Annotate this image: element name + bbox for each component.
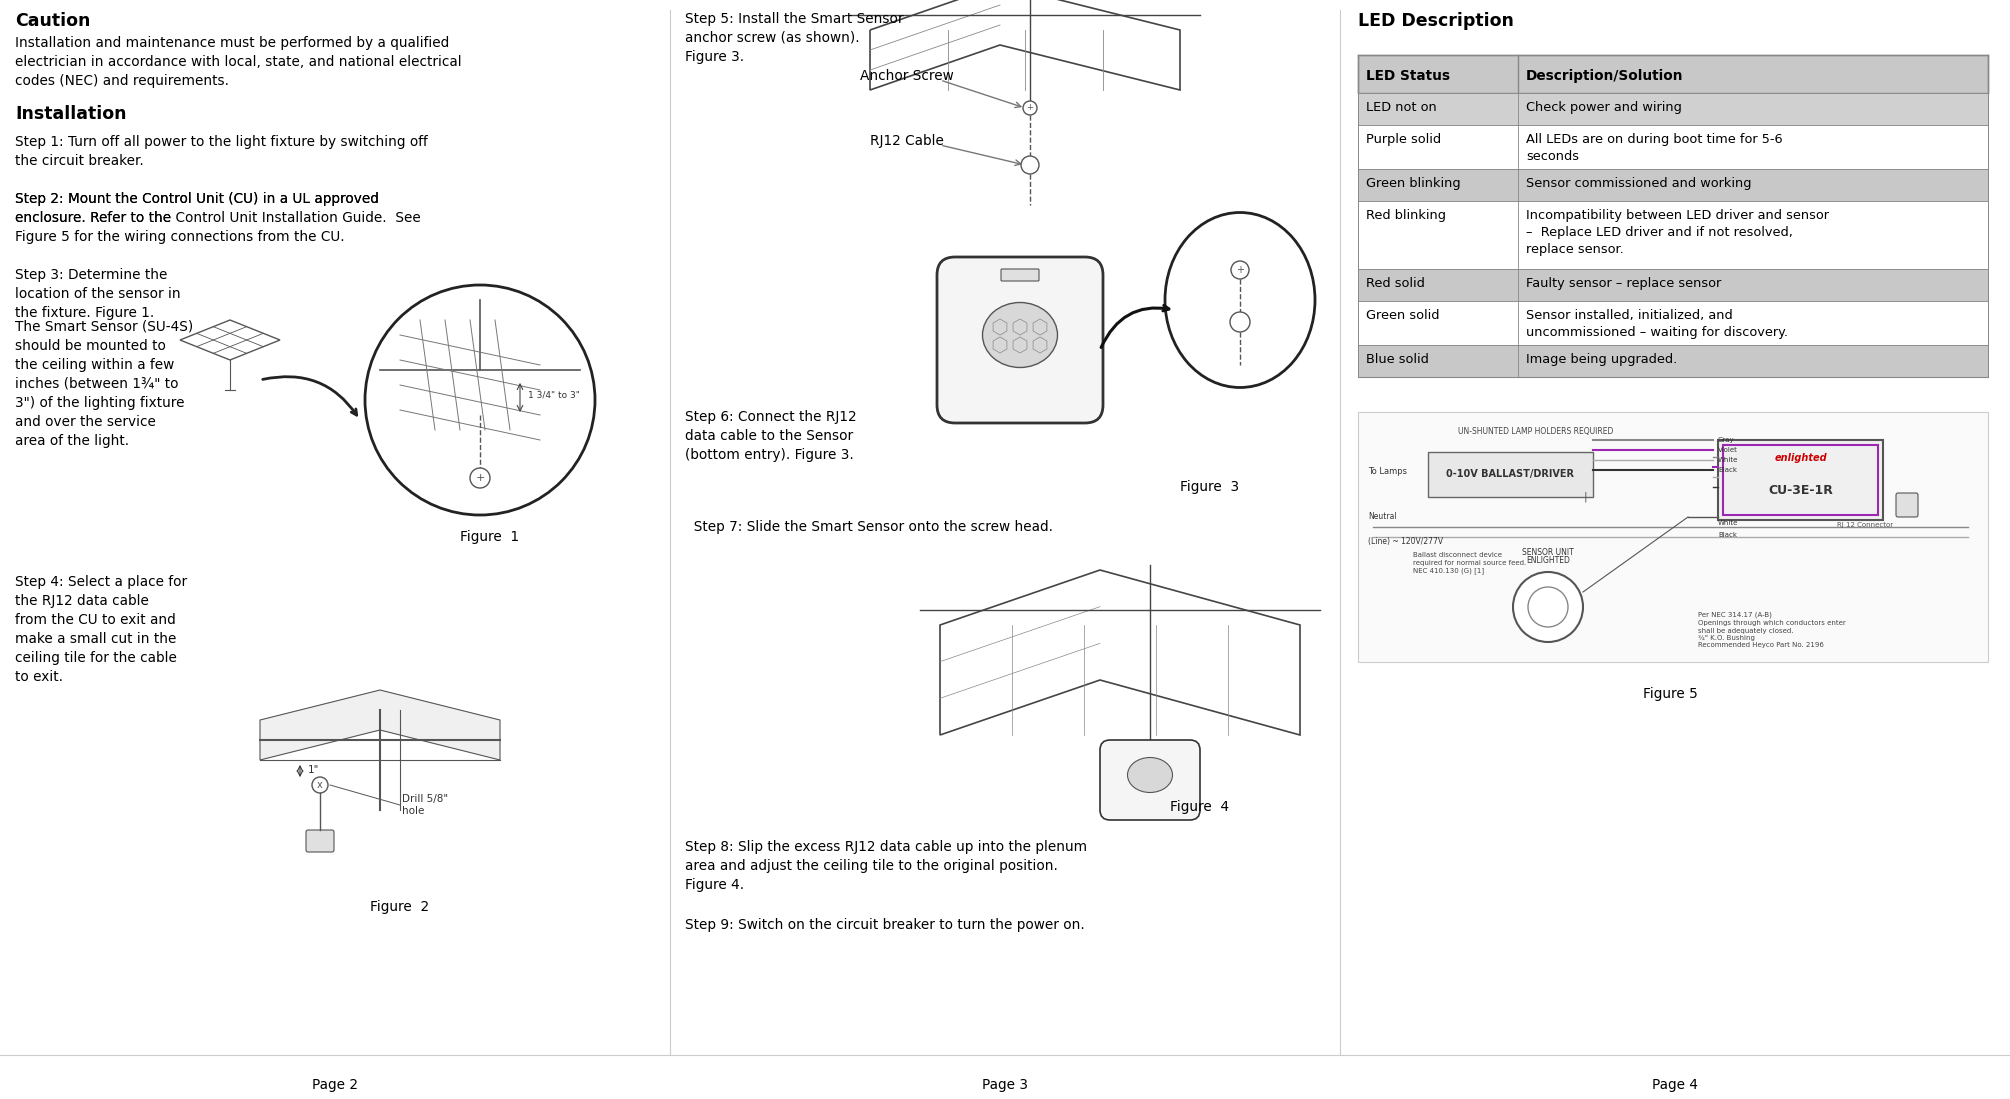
Text: Figure  3: Figure 3 xyxy=(1180,480,1238,493)
Circle shape xyxy=(1021,156,1039,174)
Text: Page 4: Page 4 xyxy=(1652,1078,1698,1092)
Text: +: + xyxy=(1027,103,1033,112)
Text: Installation: Installation xyxy=(14,106,127,123)
Text: CU-3E-1R: CU-3E-1R xyxy=(1769,484,1833,497)
Text: Figure 5: Figure 5 xyxy=(1642,687,1698,701)
Text: Step 1: Turn off all power to the light fixture by switching off
the circuit bre: Step 1: Turn off all power to the light … xyxy=(14,135,428,168)
Text: LED not on: LED not on xyxy=(1367,101,1437,114)
Text: RJ12 Cable: RJ12 Cable xyxy=(870,134,945,148)
Text: +: + xyxy=(1236,265,1244,275)
Text: LED Description: LED Description xyxy=(1359,12,1514,30)
Ellipse shape xyxy=(1128,757,1172,792)
Circle shape xyxy=(1023,101,1037,115)
Text: Purple solid: Purple solid xyxy=(1367,133,1441,146)
Text: Gray: Gray xyxy=(1719,437,1735,443)
Text: LED Status: LED Status xyxy=(1367,69,1449,84)
Text: The Smart Sensor (SU-4S)
should be mounted to
the ceiling within a few
inches (b: The Smart Sensor (SU-4S) should be mount… xyxy=(14,320,193,447)
Text: Faulty sensor – replace sensor: Faulty sensor – replace sensor xyxy=(1526,277,1721,290)
Text: x: x xyxy=(318,780,324,790)
Text: RJ 12 Connector: RJ 12 Connector xyxy=(1837,522,1893,528)
Text: White: White xyxy=(1719,520,1739,526)
FancyBboxPatch shape xyxy=(1099,740,1200,820)
Text: Page 2: Page 2 xyxy=(312,1078,358,1092)
Text: SENSOR UNIT: SENSOR UNIT xyxy=(1522,548,1574,557)
FancyBboxPatch shape xyxy=(1359,169,1988,201)
Text: Page 3: Page 3 xyxy=(983,1078,1027,1092)
Text: ENLIGHTED: ENLIGHTED xyxy=(1526,556,1570,565)
Text: enlighted: enlighted xyxy=(1775,453,1827,463)
Text: Incompatibility between LED driver and sensor
–  Replace LED driver and if not r: Incompatibility between LED driver and s… xyxy=(1526,209,1829,256)
Text: Black: Black xyxy=(1719,467,1737,473)
FancyBboxPatch shape xyxy=(1359,93,1988,125)
Text: Red solid: Red solid xyxy=(1367,277,1425,290)
Text: Step 5: Install the Smart Sensor
anchor screw (as shown).
Figure 3.: Step 5: Install the Smart Sensor anchor … xyxy=(685,12,904,64)
Text: Check power and wiring: Check power and wiring xyxy=(1526,101,1682,114)
FancyBboxPatch shape xyxy=(306,830,334,852)
FancyBboxPatch shape xyxy=(1001,269,1039,281)
Circle shape xyxy=(1514,571,1584,642)
FancyBboxPatch shape xyxy=(1719,440,1883,520)
Circle shape xyxy=(312,777,328,793)
FancyBboxPatch shape xyxy=(1359,125,1988,169)
Text: 0-10V BALLAST/DRIVER: 0-10V BALLAST/DRIVER xyxy=(1447,469,1574,479)
Text: Violet: Violet xyxy=(1719,447,1739,453)
Text: Sensor installed, initialized, and
uncommissioned – waiting for discovery.: Sensor installed, initialized, and uncom… xyxy=(1526,309,1789,338)
Text: Step 2: Mount the Control Unit (CU) in a UL approved
enclosure. Refer to the Con: Step 2: Mount the Control Unit (CU) in a… xyxy=(14,192,420,244)
Circle shape xyxy=(1230,312,1250,332)
Circle shape xyxy=(1230,260,1248,279)
FancyBboxPatch shape xyxy=(1359,201,1988,269)
Text: +: + xyxy=(474,473,484,482)
Text: Red blinking: Red blinking xyxy=(1367,209,1445,222)
FancyBboxPatch shape xyxy=(1427,452,1594,497)
FancyBboxPatch shape xyxy=(1359,345,1988,377)
Text: Image being upgraded.: Image being upgraded. xyxy=(1526,353,1676,366)
Text: Drill 5/8"
hole: Drill 5/8" hole xyxy=(402,795,448,815)
Text: Step 9: Switch on the circuit breaker to turn the power on.: Step 9: Switch on the circuit breaker to… xyxy=(685,918,1085,932)
Text: Figure  1: Figure 1 xyxy=(460,530,519,544)
Circle shape xyxy=(366,285,595,515)
Text: Step 4: Select a place for
the RJ12 data cable
from the CU to exit and
make a sm: Step 4: Select a place for the RJ12 data… xyxy=(14,575,187,684)
Text: White: White xyxy=(1719,457,1739,463)
Circle shape xyxy=(470,468,490,488)
Text: All LEDs are on during boot time for 5-6
seconds: All LEDs are on during boot time for 5-6… xyxy=(1526,133,1783,163)
FancyBboxPatch shape xyxy=(1895,493,1918,517)
Text: Green blinking: Green blinking xyxy=(1367,177,1461,190)
Text: Green solid: Green solid xyxy=(1367,309,1439,322)
Text: Description/Solution: Description/Solution xyxy=(1526,69,1684,84)
FancyBboxPatch shape xyxy=(1359,301,1988,345)
Text: Installation and maintenance must be performed by a qualified
electrician in acc: Installation and maintenance must be per… xyxy=(14,36,462,88)
Text: 1 3/4" to 3": 1 3/4" to 3" xyxy=(529,390,579,400)
Text: Step 7: Slide the Smart Sensor onto the screw head.: Step 7: Slide the Smart Sensor onto the … xyxy=(685,520,1053,534)
Text: Sensor commissioned and working: Sensor commissioned and working xyxy=(1526,177,1751,190)
FancyBboxPatch shape xyxy=(1359,55,1988,93)
Text: Step 8: Slip the excess RJ12 data cable up into the plenum
area and adjust the c: Step 8: Slip the excess RJ12 data cable … xyxy=(685,840,1087,892)
Text: Caution: Caution xyxy=(14,12,90,30)
Text: To Lamps: To Lamps xyxy=(1369,467,1407,477)
Text: Step 6: Connect the RJ12
data cable to the Sensor
(bottom entry). Figure 3.: Step 6: Connect the RJ12 data cable to t… xyxy=(685,410,856,462)
Ellipse shape xyxy=(983,302,1057,367)
Text: (Line) ~ 120V/277V: (Line) ~ 120V/277V xyxy=(1369,537,1443,546)
FancyBboxPatch shape xyxy=(1359,269,1988,301)
Text: Step 2: Mount the Control Unit (CU) in a UL approved
enclosure. Refer to the: Step 2: Mount the Control Unit (CU) in a… xyxy=(14,192,378,225)
Ellipse shape xyxy=(1166,212,1315,388)
Text: Step 3: Determine the
location of the sensor in
the fixture. Figure 1.: Step 3: Determine the location of the se… xyxy=(14,268,181,320)
Polygon shape xyxy=(259,690,500,761)
Text: Per NEC 314.17 (A-B)
Openings through which conductors enter
shall be adequately: Per NEC 314.17 (A-B) Openings through wh… xyxy=(1698,612,1845,648)
Text: Black: Black xyxy=(1719,532,1737,539)
Text: Neutral: Neutral xyxy=(1369,512,1397,521)
Text: Figure  2: Figure 2 xyxy=(370,900,428,914)
FancyBboxPatch shape xyxy=(1359,412,1988,662)
Text: Anchor Screw: Anchor Screw xyxy=(860,69,955,84)
Text: UN-SHUNTED LAMP HOLDERS REQUIRED: UN-SHUNTED LAMP HOLDERS REQUIRED xyxy=(1457,428,1614,436)
Text: Blue solid: Blue solid xyxy=(1367,353,1429,366)
FancyBboxPatch shape xyxy=(937,257,1103,423)
Text: |: | xyxy=(1584,492,1586,502)
Text: Ballast disconnect device
required for normal source feed.
NEC 410.130 (G) [1]: Ballast disconnect device required for n… xyxy=(1413,552,1526,574)
Text: Figure  4: Figure 4 xyxy=(1170,800,1230,814)
Text: 1": 1" xyxy=(308,765,320,775)
